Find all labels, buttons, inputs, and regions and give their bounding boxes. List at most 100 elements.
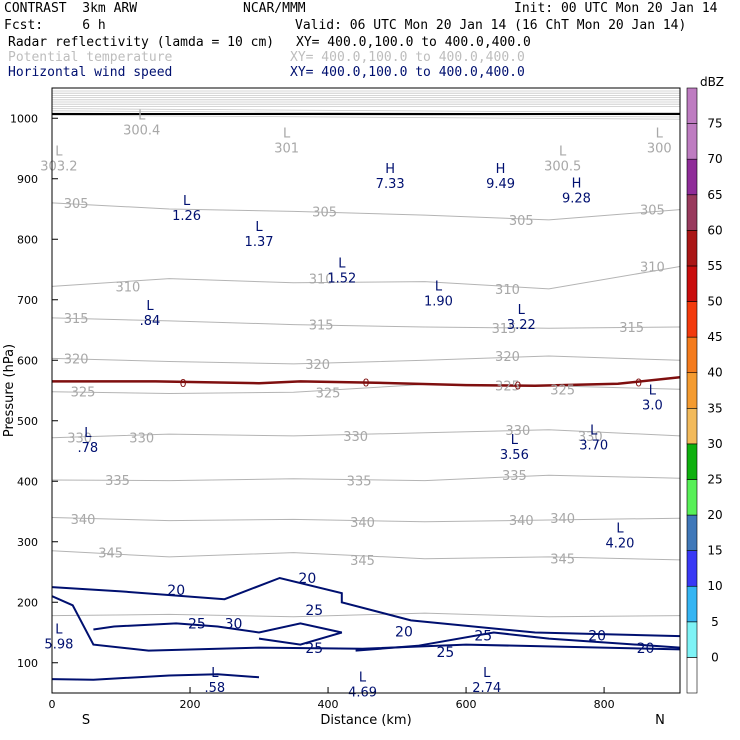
extremum-letter: L (183, 194, 191, 209)
theta-contours (52, 202, 680, 618)
theta-label: 310 (495, 283, 520, 298)
theta-label: 315 (64, 312, 89, 327)
colorbar-tick-label: 60 (707, 223, 722, 237)
wind-label: 30 (225, 616, 243, 632)
y-axis-label: Pressure (hPa) (2, 344, 17, 437)
colorbar-tick-label: 10 (707, 579, 722, 593)
valid-time: Valid: 06 UTC Mon 20 Jan 14 (16 ChT Mon … (295, 18, 687, 33)
colorbar-swatch (686, 621, 698, 658)
extremum-value: 3.56 (500, 448, 529, 463)
extremum-letter: L (55, 145, 63, 160)
extremum-letter: H (572, 177, 582, 192)
colorbar-tick-label: 50 (707, 295, 722, 309)
colorbar-tick-label: 45 (707, 330, 722, 344)
theta-contour (52, 383, 680, 395)
theta-label: 340 (509, 514, 534, 529)
colorbar-swatch (686, 336, 698, 374)
wind-contour (355, 631, 680, 652)
theta-label: 305 (64, 197, 89, 212)
theta-contour (52, 355, 680, 365)
theta-label: 330 (129, 432, 154, 447)
extremum-value: 1.90 (424, 294, 453, 309)
extremum-value: 9.49 (486, 177, 515, 192)
extremum-letter: L (55, 623, 63, 638)
theta-label: 320 (495, 350, 520, 365)
theta-label: 315 (492, 322, 517, 337)
colorbar-tick-label: 15 (707, 544, 722, 558)
y-tick-label: 800 (17, 233, 38, 246)
colorbar-swatch (686, 514, 698, 551)
extremum-value: .84 (140, 314, 161, 329)
extremum-letter: L (211, 666, 219, 681)
colorbar-swatch (686, 87, 698, 124)
y-tick-label: 100 (17, 657, 38, 670)
south-label: S (82, 713, 90, 728)
theta-label: 330 (67, 432, 92, 447)
theta-label: 310 (115, 280, 140, 295)
wind-label: 25 (305, 603, 323, 619)
field1-name: Radar reflectivity (lamda = 10 cm) (8, 35, 275, 50)
wind-label: 25 (436, 645, 454, 661)
extremum-value: 300.5 (544, 160, 581, 175)
colorbar-swatch (686, 407, 698, 445)
colorbar-tick-label: 0 (711, 650, 719, 664)
theta-label: 340 (71, 513, 96, 528)
extremum-letter: H (496, 162, 506, 177)
extremum-letter: L (146, 299, 154, 314)
wind-label: 20 (298, 571, 316, 587)
extremum-value: 303.2 (40, 160, 77, 175)
colorbar-tick-label: 40 (707, 366, 722, 380)
theta-label: 305 (640, 204, 665, 219)
colorbar-tick-label: 35 (707, 401, 722, 415)
theta-label: 325 (71, 386, 96, 401)
extremum-value: 1.52 (327, 272, 356, 287)
colorbar-unit: dBZ (700, 75, 724, 89)
theta-label: 320 (64, 352, 89, 367)
y-tick-label: 900 (17, 173, 38, 186)
theta-label: 310 (309, 273, 334, 288)
extremum-value: 3.22 (507, 318, 536, 333)
extremum-value: 300 (647, 141, 672, 156)
wind-contour (52, 576, 680, 638)
extremum-value: 9.28 (562, 192, 591, 207)
theta-label: 320 (305, 358, 330, 373)
wind-label: 25 (474, 629, 492, 645)
freezing-line (52, 375, 680, 387)
freezing-level (52, 375, 680, 387)
x-tick-label: 200 (180, 698, 201, 711)
org-label: NCAR/MMM (243, 1, 306, 16)
theta-label: 335 (502, 469, 527, 484)
extremum-letter: L (138, 108, 146, 123)
colorbar-swatch (686, 123, 698, 160)
extremum-letter: L (338, 257, 346, 272)
x-tick-label: 800 (594, 698, 615, 711)
colorbar-swatch (686, 585, 698, 623)
extremum-letter: L (616, 521, 624, 536)
extremum-letter: L (559, 145, 567, 160)
colorbar-tick-label: 30 (707, 437, 722, 451)
theta-label: 315 (309, 319, 334, 334)
colorbar-tick-label: 20 (707, 508, 722, 522)
field1-xy: XY= 400.0,100.0 to 400.0,400.0 (296, 35, 531, 50)
extremum-letter: L (649, 384, 657, 399)
y-tick-label: 400 (17, 475, 38, 488)
theta-label: 340 (550, 512, 575, 527)
wind-labels: 20 20 20 20 20 25 25 25 25 25 30 (167, 571, 654, 661)
wind-label: 20 (167, 583, 185, 599)
extremum-letter: L (84, 426, 92, 441)
model-title: CONTRAST 3km ARW (4, 1, 138, 16)
wind-contour (93, 622, 343, 646)
theta-contour (52, 317, 680, 329)
extremum-value: 2.74 (472, 681, 501, 696)
colorbar-tick-label: 55 (707, 259, 722, 273)
colorbar-swatch (686, 230, 698, 267)
colorbar-swatch (686, 372, 698, 409)
colorbar-tick-label: 65 (707, 188, 722, 202)
wind-contours (52, 576, 680, 681)
theta-label: 310 (640, 260, 665, 275)
theta-contour (52, 429, 680, 439)
theta-label: 335 (347, 475, 372, 490)
wind-label: 25 (188, 616, 206, 632)
extremum-value: 1.37 (245, 235, 274, 250)
